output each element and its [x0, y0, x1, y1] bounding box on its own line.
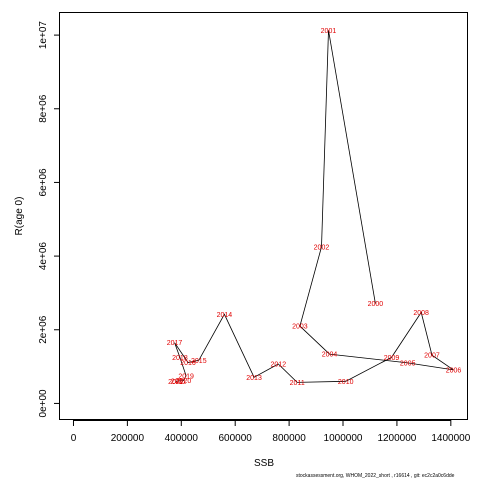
point-label-2011: 2011: [290, 380, 305, 387]
footnote: stockassessment.org, WHOM_2022_short , r…: [296, 473, 455, 479]
point-label-2021: 2021: [171, 378, 187, 385]
point-label-2015: 2015: [191, 358, 207, 365]
y-tick-label: 6e+06: [38, 168, 49, 197]
point-labels: 2000 2001 2002 2003 2004 2005 2006 2007 2008 2009…: [167, 28, 462, 387]
point-label-2007: 2007: [424, 353, 440, 360]
point-label-2005: 2005: [400, 360, 416, 367]
point-label-2013: 2013: [246, 375, 262, 382]
point-label-2014: 2014: [217, 312, 233, 319]
x-axis: 0 200000 400000 600000 800000 1000000 1200000 1…: [71, 420, 471, 444]
point-label-2020: 2020: [176, 378, 192, 385]
y-axis-title: R(age 0): [14, 197, 25, 236]
point-label-2001: 2001: [321, 28, 337, 35]
x-tick-label: 0: [71, 433, 77, 444]
point-label-2017: 2017: [167, 340, 183, 347]
point-label-2006: 2006: [446, 367, 462, 374]
point-label-2018: 2018: [172, 355, 188, 362]
series-line: [174, 30, 454, 383]
y-tick-label: 0e+00: [38, 389, 49, 418]
point-label-2016: 2016: [180, 360, 196, 367]
y-tick-label: 1e+07: [38, 21, 49, 50]
y-tick-label: 2e+06: [38, 315, 49, 344]
point-label-2002: 2002: [314, 244, 330, 251]
x-axis-title: SSB: [254, 458, 274, 469]
point-label-2019: 2019: [178, 373, 194, 380]
x-tick-label: 800000: [272, 433, 306, 444]
point-label-2000: 2000: [368, 301, 384, 308]
x-tick-label: 600000: [219, 433, 253, 444]
point-label-2012: 2012: [271, 362, 287, 369]
y-tick-label: 4e+06: [38, 242, 49, 271]
x-tick-label: 1400000: [431, 433, 470, 444]
point-label-2022: 2022: [168, 379, 184, 386]
y-axis: 0e+00 2e+06 4e+06 6e+06 8e+06 1e+07: [38, 21, 60, 418]
x-tick-label: 1200000: [377, 433, 416, 444]
plot-frame: [59, 12, 468, 420]
x-tick-label: 1000000: [324, 433, 363, 444]
point-label-2010: 2010: [338, 379, 354, 386]
x-tick-label: 200000: [111, 433, 145, 444]
point-label-2008: 2008: [413, 310, 429, 317]
y-tick-label: 8e+06: [38, 94, 49, 123]
x-tick-label: 400000: [165, 433, 199, 444]
point-label-2004: 2004: [322, 352, 338, 359]
point-label-2003: 2003: [292, 324, 308, 331]
point-label-2009: 2009: [384, 355, 400, 362]
